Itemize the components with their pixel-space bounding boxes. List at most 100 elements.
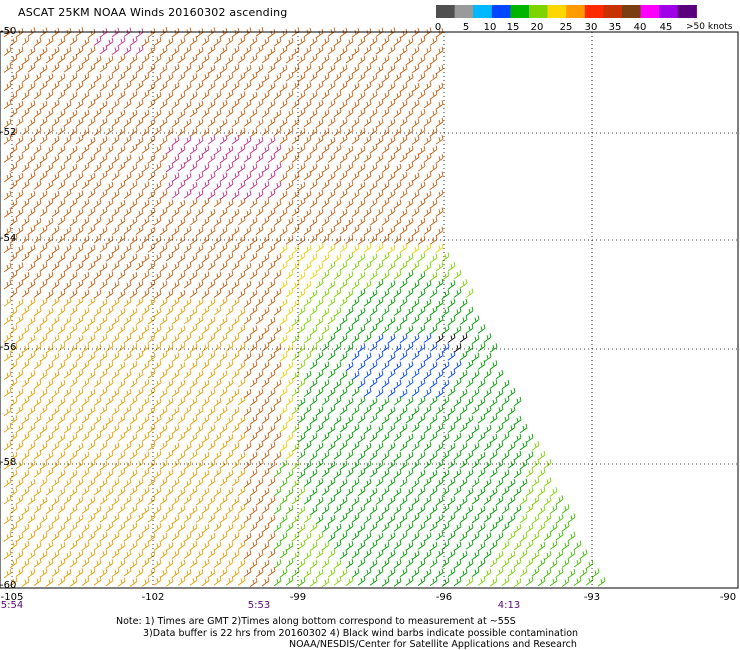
wind-barb <box>399 496 408 506</box>
wind-barb <box>183 333 192 343</box>
wind-barb <box>339 423 348 433</box>
wind-barb <box>393 252 402 263</box>
colorbar-label: 0 <box>434 22 442 33</box>
wind-barb <box>555 495 564 505</box>
wind-barb <box>21 234 30 244</box>
wind-barb <box>141 432 150 442</box>
wind-barb <box>165 414 174 425</box>
wind-barb <box>75 478 84 488</box>
wind-barb <box>63 226 72 237</box>
wind-barb <box>465 468 474 479</box>
wind-barb <box>453 469 462 479</box>
wind-barb <box>87 440 96 451</box>
wind-barb <box>345 324 354 335</box>
wind-barb <box>309 36 318 47</box>
wind-barb <box>357 163 366 174</box>
wind-barb <box>351 387 360 397</box>
wind-barb <box>153 162 162 172</box>
wind-barb <box>141 361 150 372</box>
wind-barb <box>345 306 354 317</box>
wind-barb <box>171 226 180 237</box>
wind-barb <box>435 351 444 361</box>
wind-barb <box>21 198 30 209</box>
wind-barb <box>297 540 306 550</box>
wind-barb <box>363 567 372 578</box>
wind-barb <box>93 415 102 425</box>
wind-barb <box>285 487 294 498</box>
wind-barb <box>159 532 168 543</box>
wind-barb <box>57 433 66 444</box>
wind-barb <box>177 576 186 586</box>
wind-barb <box>231 208 240 219</box>
wind-barb <box>117 379 126 389</box>
wind-barb <box>249 289 258 299</box>
wind-barb <box>243 153 252 163</box>
wind-barb <box>387 352 396 363</box>
wind-barb <box>3 63 12 73</box>
wind-barb <box>429 306 438 316</box>
wind-barb <box>57 163 66 174</box>
wind-barb <box>513 433 522 444</box>
wind-barb <box>243 513 252 524</box>
wind-barb <box>141 162 150 173</box>
wind-barb <box>507 514 516 524</box>
wind-barb <box>303 280 312 291</box>
wind-barb <box>93 540 102 551</box>
wind-barb <box>309 487 318 497</box>
wind-barb <box>357 433 366 444</box>
wind-barb <box>81 557 90 568</box>
wind-barb <box>183 262 192 272</box>
wind-barb <box>177 505 186 515</box>
wind-barb <box>183 154 192 165</box>
wind-barb <box>489 468 498 478</box>
wind-barb <box>327 441 336 451</box>
wind-barb <box>285 217 294 227</box>
wind-barb <box>39 550 48 560</box>
wind-barb <box>171 189 180 199</box>
wind-barb <box>195 513 204 523</box>
wind-barb <box>213 36 222 47</box>
wind-barb <box>375 154 384 164</box>
wind-barb <box>315 496 324 507</box>
wind-barb <box>159 424 168 434</box>
wind-barb <box>63 478 72 488</box>
wind-barb <box>381 378 390 389</box>
wind-barb <box>249 415 258 425</box>
lat-tick-label: -50 <box>0 26 17 37</box>
wind-barb <box>357 523 366 534</box>
wind-barb <box>27 531 36 541</box>
wind-barb <box>201 360 210 370</box>
wind-barb <box>165 109 174 119</box>
wind-barb <box>429 324 438 335</box>
wind-barb <box>225 217 234 227</box>
colorbar-label: 35 <box>608 22 622 33</box>
wind-barb <box>51 207 60 218</box>
wind-barb <box>273 216 282 226</box>
wind-barb <box>45 271 54 281</box>
wind-barb <box>105 125 114 136</box>
wind-barb <box>339 405 348 416</box>
wind-barb <box>153 36 162 47</box>
wind-barb <box>375 333 384 344</box>
wind-barb <box>501 379 510 390</box>
wind-barb <box>333 487 342 497</box>
wind-barb <box>141 288 150 299</box>
wind-barb <box>87 45 96 56</box>
wind-barb <box>369 181 378 191</box>
wind-barb <box>303 135 312 145</box>
wind-barb <box>249 54 258 64</box>
wind-barb <box>117 486 126 497</box>
wind-barb <box>351 82 360 92</box>
wind-barb <box>369 397 378 408</box>
wind-barb <box>537 505 546 516</box>
wind-barb <box>369 468 378 478</box>
wind-barb <box>21 73 30 83</box>
wind-barb <box>303 261 312 272</box>
wind-barb <box>177 180 186 190</box>
wind-barb <box>531 477 540 487</box>
wind-barb <box>327 314 336 325</box>
wind-barb <box>117 450 126 461</box>
wind-barb <box>297 252 306 262</box>
wind-barb <box>477 468 486 478</box>
wind-barb <box>153 271 162 282</box>
